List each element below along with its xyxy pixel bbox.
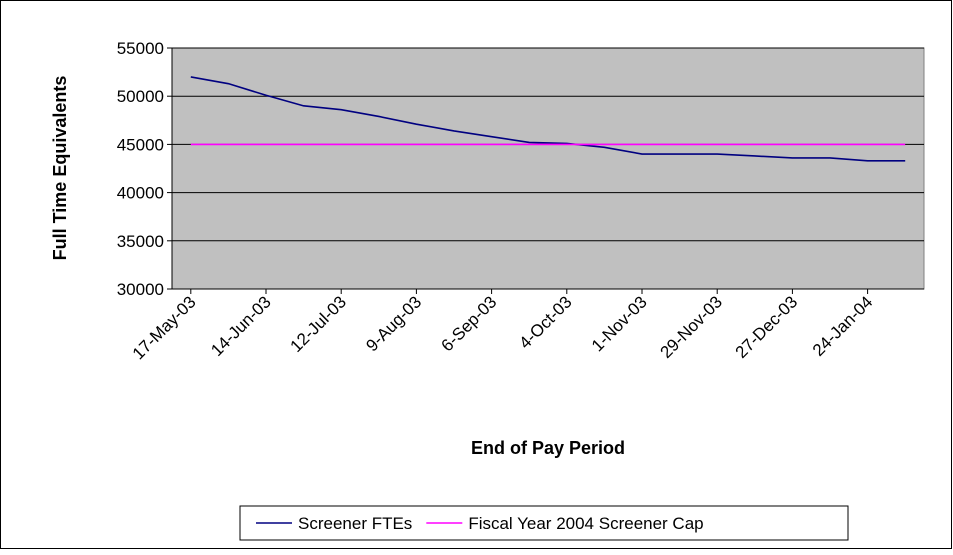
y-tick-label: 35000 xyxy=(117,232,164,251)
x-axis-title: End of Pay Period xyxy=(471,438,625,458)
legend-label: Fiscal Year 2004 Screener Cap xyxy=(468,514,703,533)
y-tick-label: 50000 xyxy=(117,87,164,106)
y-tick-label: 45000 xyxy=(117,135,164,154)
legend xyxy=(239,505,849,541)
y-tick-label: 30000 xyxy=(117,280,164,299)
plot-area xyxy=(171,47,925,290)
y-tick-label: 40000 xyxy=(117,184,164,203)
y-tick-label: 55000 xyxy=(117,39,164,58)
y-axis-title: Full Time Equivalents xyxy=(50,76,70,261)
legend-label: Screener FTEs xyxy=(298,514,412,533)
series-line xyxy=(190,76,906,162)
